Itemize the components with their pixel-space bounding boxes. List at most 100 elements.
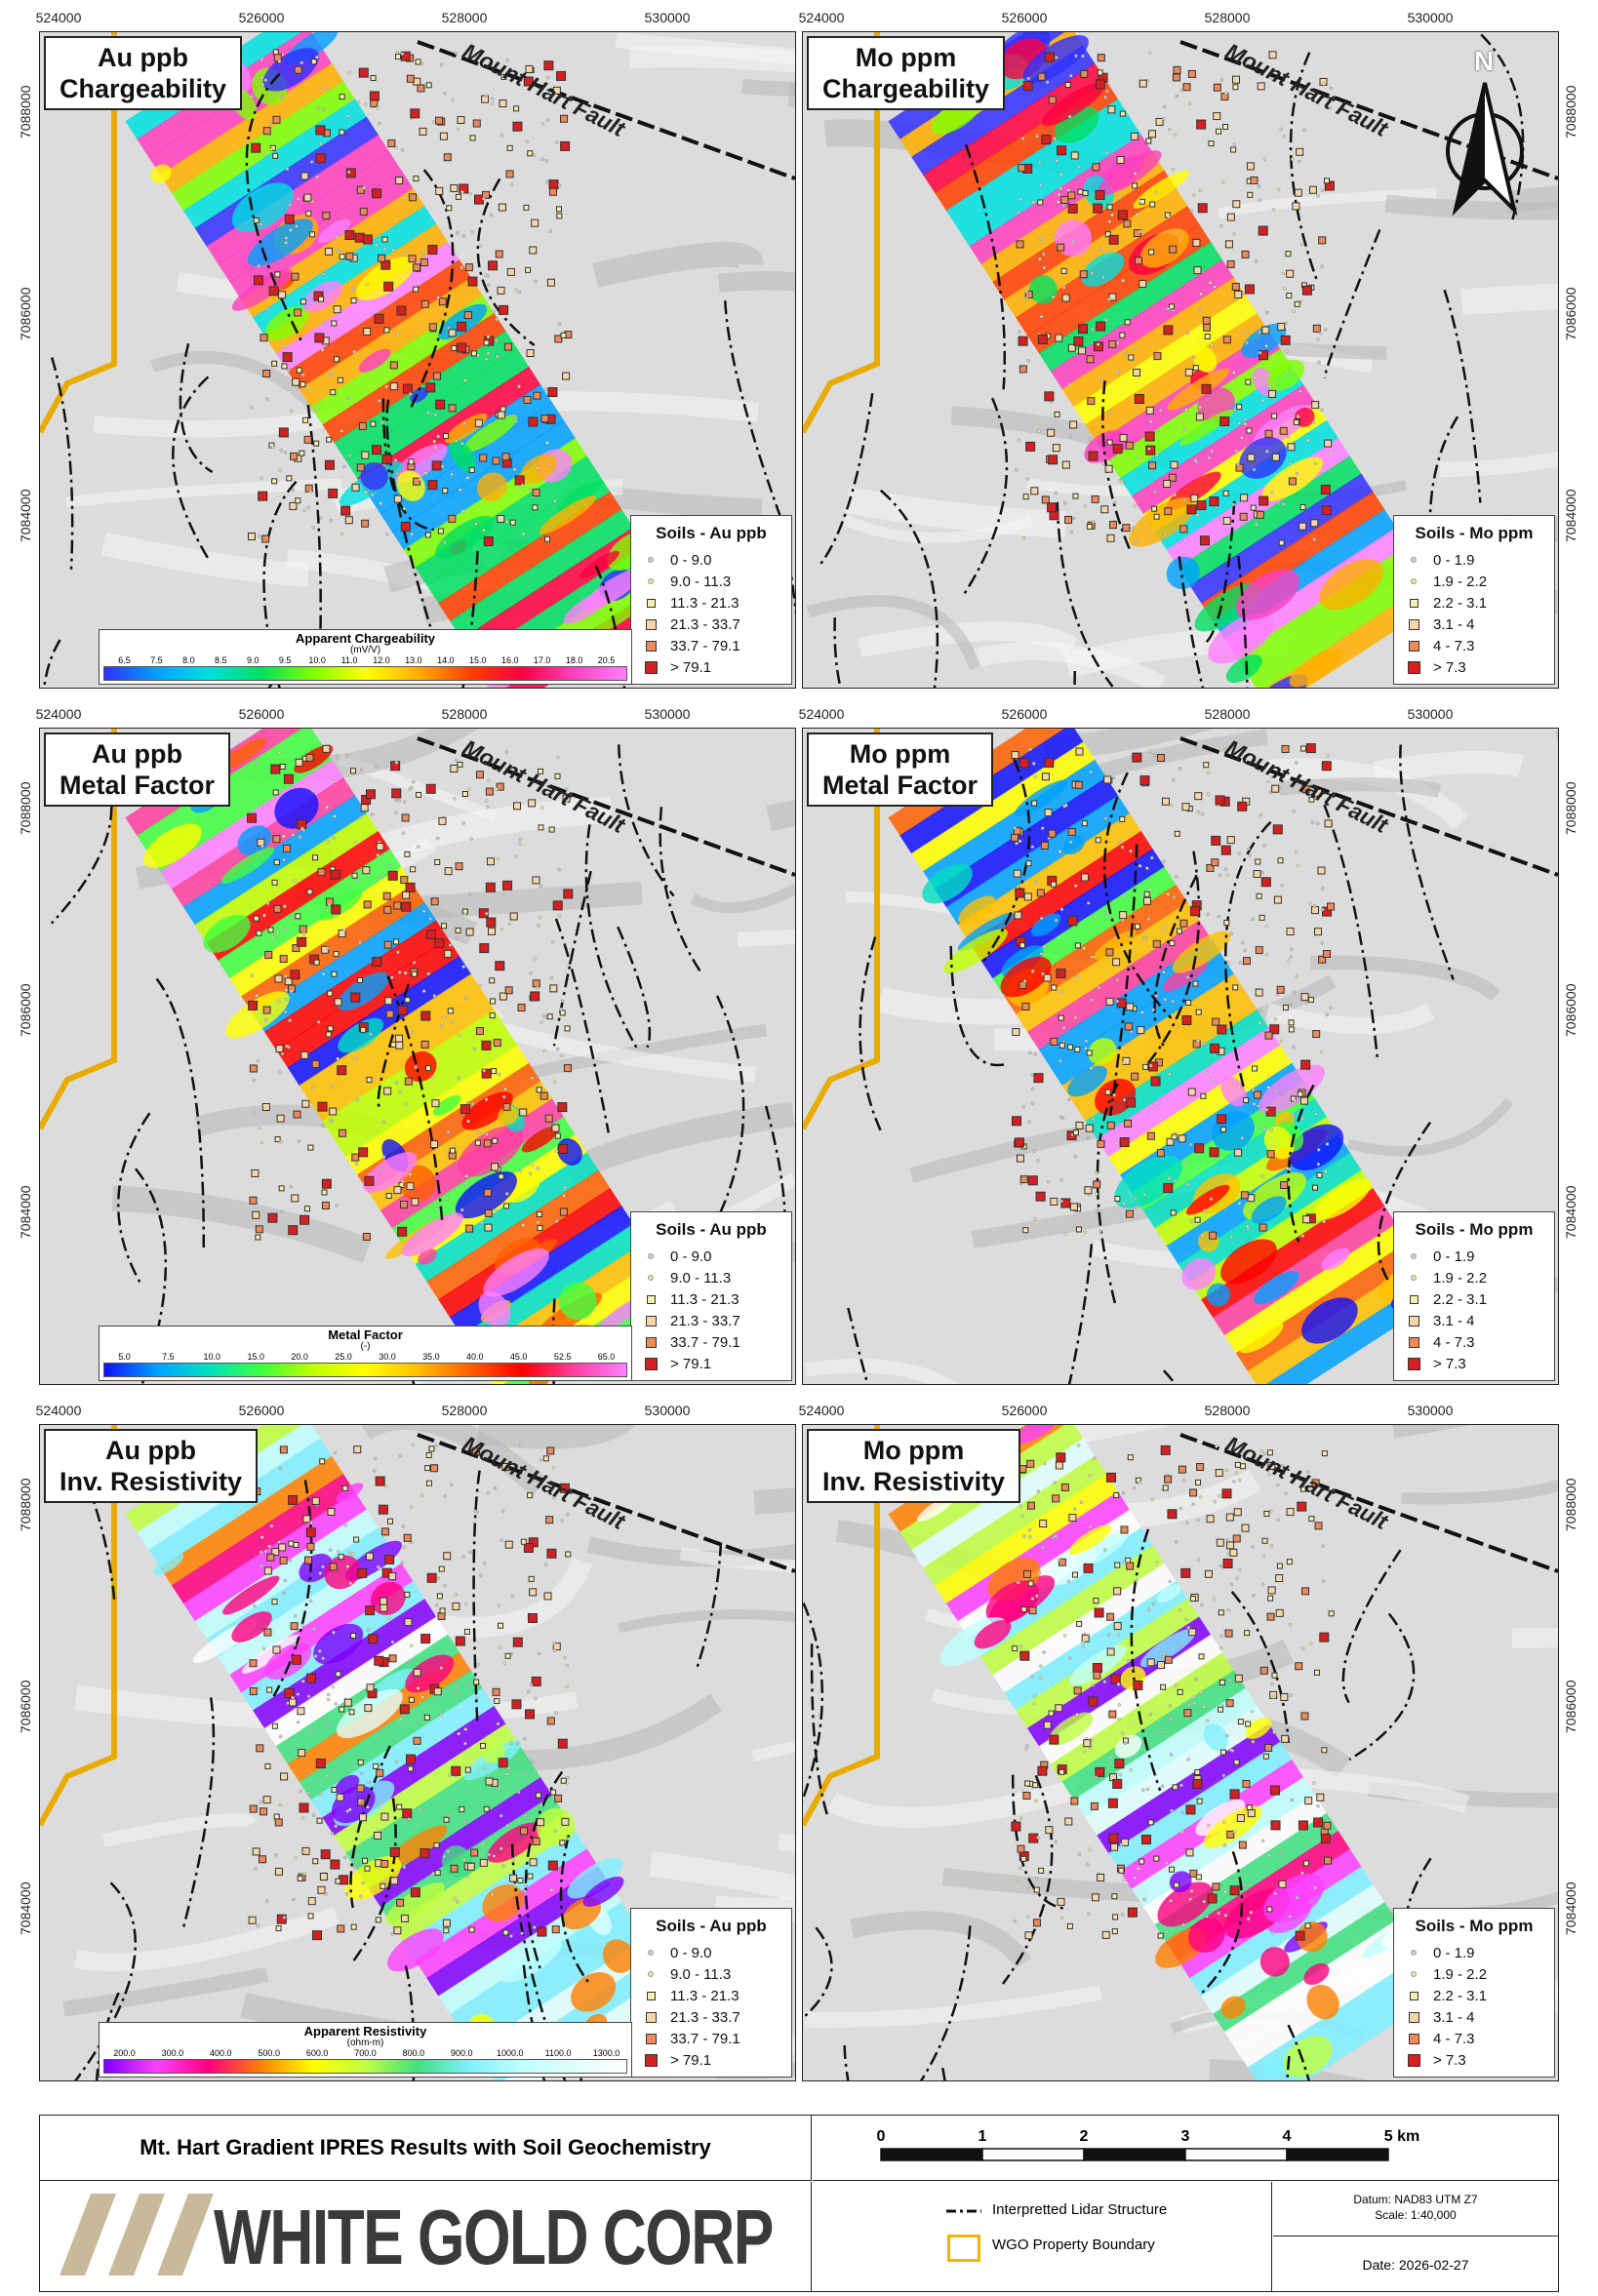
- scale-tick-label: 2: [1080, 2128, 1089, 2145]
- legend-item: 0 - 9.0: [639, 549, 783, 571]
- legend-item: 11.3 - 21.3: [639, 1288, 783, 1310]
- legend-label: 21.3 - 33.7: [670, 615, 740, 633]
- map-panel-p1: Au ppb Chargeability Mount Hart Fault Soils…: [39, 31, 796, 689]
- legend-item: 4 - 7.3: [1402, 2028, 1546, 2049]
- scale-bar-graphic: 0 1 2 3 4 5 km: [877, 2128, 1419, 2161]
- colorbar: Metal Factor (-) 5.0 7.5 10.0 15.0 20.0 25.0 30.…: [99, 1326, 632, 1381]
- legend-label: > 7.3: [1433, 658, 1466, 676]
- datum-box: Datum: NAD83 UTM Z7 Scale: 1:40,000: [1273, 2182, 1558, 2237]
- legend-item: > 7.3: [1402, 656, 1546, 678]
- soil-legend: Soils - Au ppb 0 - 9.0 9.0 - 11.3 11.3 - 21…: [630, 515, 792, 685]
- colorbar-tick: 200.0: [113, 2048, 136, 2058]
- legend-symbol: [1402, 1275, 1425, 1281]
- legend-item: 0 - 1.9: [1402, 1246, 1546, 1267]
- panel-title: Au ppb Chargeability: [44, 36, 243, 110]
- panel-title-line2: Chargeability: [60, 74, 227, 103]
- panel-title-line1: Mo ppm: [849, 739, 951, 769]
- scale-segment: [981, 2148, 1085, 2161]
- colorbar-ticks: 200.0 300.0 400.0 500.0 600.0 700.0 800.0 900.0…: [103, 2048, 627, 2059]
- legend-symbol: [1402, 598, 1425, 608]
- scale-text: Scale: 1:40,000: [1375, 2208, 1457, 2222]
- panel-title: Au ppb Metal Factor: [44, 732, 231, 807]
- legend-label: 21.3 - 33.7: [670, 2008, 740, 2026]
- legend-label: 0 - 1.9: [1433, 1944, 1475, 1961]
- map-panel-p5: Au ppb Inv. Resistivity Mount Hart Fault So…: [39, 1424, 796, 2081]
- panel-title-line2: Metal Factor: [60, 771, 216, 800]
- scale-segment: [1286, 2148, 1389, 2161]
- colorbar-unit: (-): [360, 1341, 371, 1352]
- y-tick-label: 7084000: [18, 1185, 33, 1239]
- legend-symbol: [639, 1357, 662, 1370]
- legend-symbol: [639, 2053, 662, 2067]
- logo-text: WHITE GOLD CORP: [214, 2194, 774, 2280]
- terrain-map: [40, 32, 795, 688]
- scale-bar: 0 1 2 3 4 5 km: [813, 2116, 1558, 2181]
- y-tick-label: 7086000: [1563, 287, 1578, 340]
- legend-label: 33.7 - 79.1: [670, 1333, 740, 1351]
- legend-item: 9.0 - 11.3: [639, 571, 783, 592]
- north-arrow-icon: [1431, 44, 1538, 244]
- legend-symbol: [639, 640, 662, 652]
- legend-item: 0 - 1.9: [1402, 1942, 1546, 1963]
- colorbar-tick: 15.0: [469, 655, 487, 665]
- legend-item: 3.1 - 4: [1402, 614, 1546, 635]
- y-tick-label: 7084000: [1563, 489, 1578, 542]
- x-tick-label: 528000: [1204, 1403, 1251, 1418]
- colorbar-tick: 7.5: [150, 655, 163, 665]
- colorbar-gradient: [103, 1363, 627, 1377]
- legend-label: 9.0 - 11.3: [670, 1965, 732, 1983]
- footer: Mt. Hart Gradient IPRES Results with Soi…: [39, 2115, 1559, 2292]
- legend-label: 0 - 9.0: [670, 1944, 712, 1961]
- legend-symbol: [1402, 1336, 1425, 1348]
- panel-title-line1: Au ppb: [105, 1436, 197, 1465]
- x-tick-label: 530000: [644, 1403, 691, 1418]
- colorbar-tick: 35.0: [422, 1352, 440, 1362]
- x-tick-label: 528000: [441, 706, 488, 722]
- legend-symbol: [639, 2033, 662, 2044]
- legend-label: 33.7 - 79.1: [670, 2030, 740, 2047]
- legend-symbol: [1402, 2033, 1425, 2044]
- legend-title: Soils - Mo ppm: [1415, 1917, 1534, 1935]
- colorbar-tick: 52.5: [553, 1352, 572, 1362]
- x-tick-label: 528000: [441, 10, 488, 25]
- legend-label: 1.9 - 2.2: [1433, 1269, 1488, 1287]
- soil-legend: Soils - Mo ppm 0 - 1.9 1.9 - 2.2 2.2 - 3.1 3…: [1393, 1908, 1555, 2078]
- colorbar-gradient: [103, 666, 627, 681]
- colorbar-tick: 9.0: [246, 655, 260, 665]
- legend-item: 9.0 - 11.3: [639, 1963, 783, 1985]
- x-tick-label: 524000: [798, 10, 845, 25]
- legend-label: 4 - 7.3: [1433, 1333, 1475, 1351]
- colorbar-ticks: 6.5 7.5 8.0 8.5 9.0 9.5 10.0 11.0 12.0 13.0 14.0 15…: [103, 655, 627, 666]
- legend-item: 11.3 - 21.3: [639, 592, 783, 614]
- legend-item: 2.2 - 3.1: [1402, 1288, 1546, 1310]
- y-tick-label: 7086000: [18, 983, 33, 1037]
- x-tick-label: 526000: [238, 10, 285, 25]
- legend-symbol: [1402, 578, 1425, 584]
- scale-segment: [880, 2148, 983, 2161]
- legend-symbol: [1402, 1971, 1425, 1977]
- legend-label: 0 - 1.9: [1433, 551, 1475, 569]
- colorbar-tick: 10.0: [203, 1352, 221, 1362]
- y-tick-label: 7086000: [18, 1680, 33, 1733]
- legend-label: > 79.1: [670, 1355, 712, 1372]
- legend-symbol: [1402, 2011, 1425, 2023]
- footer-legend: Interpretted Lidar Structure WGO Propert…: [813, 2182, 1272, 2291]
- x-tick-label: 526000: [1001, 706, 1048, 722]
- legend-item: > 7.3: [1402, 2049, 1546, 2071]
- scale-tick-label: 4: [1283, 2128, 1292, 2145]
- colorbar-tick: 9.5: [278, 655, 292, 665]
- legend-label: 2.2 - 3.1: [1433, 594, 1488, 612]
- legend-item: 1.9 - 2.2: [1402, 571, 1546, 592]
- colorbar-tick: 20.5: [597, 655, 616, 665]
- company-logo: WHITE GOLD CORP: [40, 2182, 812, 2291]
- soil-legend: Soils - Mo ppm 0 - 1.9 1.9 - 2.2 2.2 - 3.1 3…: [1393, 1211, 1555, 1381]
- colorbar-unit: (mV/V): [349, 645, 381, 655]
- y-tick-label: 7088000: [18, 781, 33, 835]
- legend-symbol: [1402, 1253, 1425, 1259]
- x-tick-label: 524000: [35, 1403, 82, 1418]
- y-tick-label: 7088000: [18, 85, 33, 139]
- legend-item: 33.7 - 79.1: [639, 1331, 783, 1353]
- legend-item: 9.0 - 11.3: [639, 1267, 783, 1288]
- colorbar-tick: 5.0: [118, 1352, 131, 1362]
- colorbar-tick: 400.0: [210, 2048, 232, 2058]
